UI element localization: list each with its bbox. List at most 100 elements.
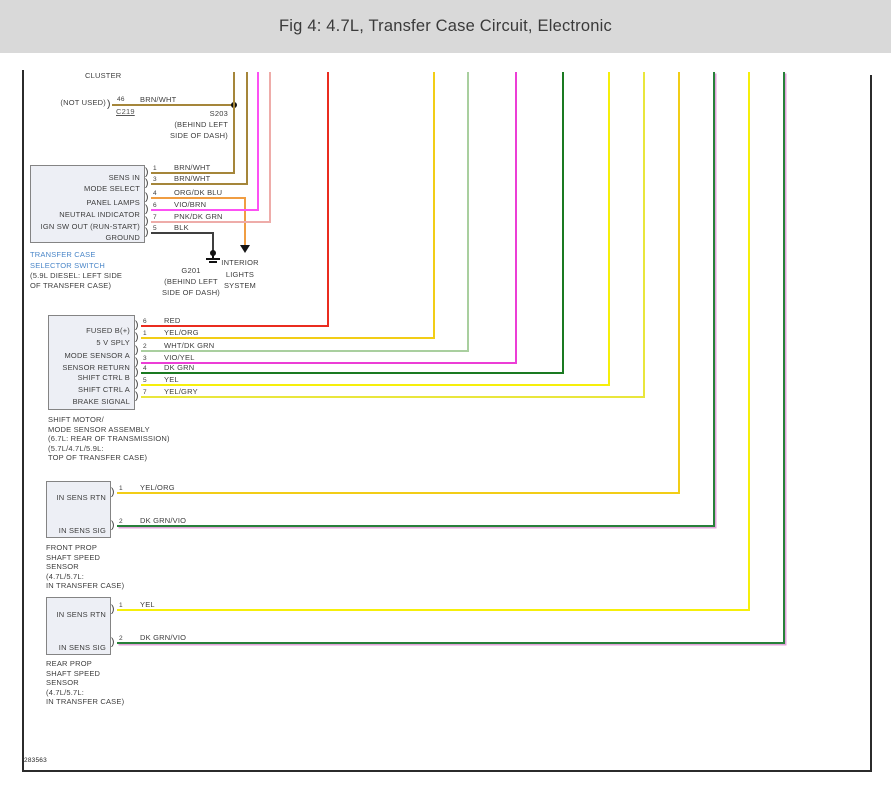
wire-horizontal	[117, 525, 715, 527]
pin-number: 4	[153, 190, 157, 197]
ground-location-line: SIDE OF DASH)	[161, 288, 221, 297]
pin-number: 5	[153, 225, 157, 232]
offpage-destination-line: LIGHTS	[225, 269, 255, 279]
component-caption-line: (5.7L/4.7L/5.9L:	[48, 443, 104, 453]
component-caption-line: REAR PROP	[46, 659, 92, 668]
wire-horizontal	[141, 372, 564, 374]
offpage-destination-block: INTERIOR LIGHTS SYSTEM	[195, 257, 285, 292]
wire-color-label: VIO/YEL	[164, 353, 195, 362]
wire-vertical	[608, 72, 610, 386]
offpage-destination-line: SYSTEM	[223, 281, 257, 290]
wire-vertical	[257, 72, 259, 211]
splice-location-line: SIDE OF DASH)	[169, 131, 228, 140]
cluster-pin-number: 46	[117, 96, 125, 103]
pin-number: 3	[153, 176, 157, 183]
pin-number: 4	[143, 365, 147, 372]
component-box	[30, 165, 145, 243]
wire-horizontal	[141, 325, 329, 327]
wire-vertical	[233, 72, 235, 174]
component-caption-line: SHAFT SPEED	[46, 552, 101, 562]
wire-vertical	[748, 72, 750, 611]
ground-id: G201	[181, 266, 201, 275]
pin-connector-glyph: )	[111, 603, 115, 615]
offpage-arrow-icon	[240, 245, 250, 253]
wire-vertical	[783, 72, 785, 644]
wire-color-label: YEL	[140, 600, 155, 609]
cluster-connector-glyph: )	[107, 98, 111, 110]
wire-color-label: WHT/DK GRN	[164, 341, 215, 350]
pin-connector-glyph: )	[135, 366, 139, 378]
component-name-link[interactable]: SELECTOR SWITCH	[30, 261, 105, 270]
wire-horizontal	[141, 337, 435, 339]
wire-color-label: VIO/BRN	[174, 200, 207, 209]
component-pin-function-label: NEUTRAL INDICATOR	[59, 210, 140, 219]
pin-number: 6	[153, 202, 157, 209]
wire-horizontal	[151, 209, 259, 211]
pin-number: 2	[143, 343, 147, 350]
component-pin-function-label: IN SENS SIG	[58, 643, 106, 652]
pin-connector-glyph: )	[145, 191, 149, 203]
wire-horizontal	[112, 104, 235, 106]
wire-horizontal	[141, 384, 610, 386]
pin-connector-glyph: )	[135, 378, 139, 390]
cluster-connector-id-link[interactable]: C219	[116, 107, 135, 116]
wire-color-label: DK GRN/VIO	[140, 516, 187, 525]
component-caption-line: MODE SENSOR ASSEMBLY	[48, 424, 150, 434]
component-pin-function-label: IN SENS RTN	[56, 493, 106, 502]
ground-bar-wide	[206, 258, 220, 260]
wire-horizontal	[141, 362, 517, 364]
diagram-border-right	[870, 75, 872, 772]
ground-location-line: (BEHIND LEFT	[164, 277, 218, 286]
pin-connector-glyph: )	[145, 177, 149, 189]
wire-vertical	[562, 72, 564, 374]
cluster-label: CLUSTER	[85, 71, 122, 80]
wire-horizontal	[117, 642, 785, 644]
wire-color-label: DK GRN	[164, 363, 195, 372]
component-caption: REAR PROP SHAFT SPEED SENSOR (4.7L/5.7L: IN …	[46, 659, 124, 707]
pin-connector-glyph: )	[135, 331, 139, 343]
component-caption-line: IN TRANSFER CASE)	[46, 697, 125, 706]
wire-vertical	[269, 72, 271, 223]
pin-connector-glyph: )	[111, 519, 115, 531]
pin-connector-glyph: )	[145, 203, 149, 215]
pin-number: 1	[119, 485, 123, 492]
component-pin-function-label: SHIFT CTRL B	[77, 373, 130, 382]
pin-number: 2	[119, 635, 123, 642]
component-pin-function-label: 5 V SPLY	[96, 338, 130, 347]
cluster-wire-color-label: BRN/WHT	[140, 95, 177, 104]
wire-horizontal	[151, 232, 214, 234]
wire-color-label: BLK	[174, 223, 189, 232]
wire-vertical	[433, 72, 435, 339]
pin-number: 3	[143, 355, 147, 362]
component-caption-line: SENSOR	[46, 678, 79, 687]
component-pin-function-label: MODE SENSOR A	[64, 351, 130, 360]
component-caption-line: TOP OF TRANSFER CASE)	[48, 453, 148, 462]
wire-vertical	[515, 72, 517, 364]
wire-vertical	[713, 72, 715, 527]
component-pin-function-label: GROUND	[105, 233, 140, 242]
component-pin-function-label: BRAKE SIGNAL	[72, 397, 130, 406]
component-box	[48, 315, 135, 410]
splice-id: S203	[209, 109, 228, 118]
offpage-destination-line: INTERIOR	[221, 258, 259, 267]
wire-horizontal	[141, 396, 645, 398]
ground-bar-narrow	[209, 261, 217, 263]
pin-connector-glyph: )	[145, 226, 149, 238]
pin-connector-glyph: )	[111, 636, 115, 648]
wire-color-label: DK GRN/VIO	[140, 633, 187, 642]
pin-number: 1	[153, 165, 157, 172]
wire-horizontal	[117, 492, 680, 494]
pin-number: 5	[143, 377, 147, 384]
pin-connector-glyph: )	[135, 390, 139, 402]
figure-title: Fig 4: 4.7L, Transfer Case Circuit, Elec…	[279, 17, 612, 35]
pin-number: 7	[153, 214, 157, 221]
component-caption-line: SENSOR	[46, 562, 79, 571]
component-caption-line: SHIFT MOTOR/	[48, 415, 104, 424]
component-caption: FRONT PROP SHAFT SPEED SENSOR (4.7L/5.7L: IN…	[46, 543, 124, 591]
pin-number: 6	[143, 318, 147, 325]
pin-connector-glyph: )	[135, 319, 139, 331]
splice-label-block: S203 (BEHIND LEFT SIDE OF DASH)	[168, 108, 228, 141]
component-name-link[interactable]: TRANSFER CASE	[30, 250, 96, 259]
pin-number: 1	[119, 602, 123, 609]
